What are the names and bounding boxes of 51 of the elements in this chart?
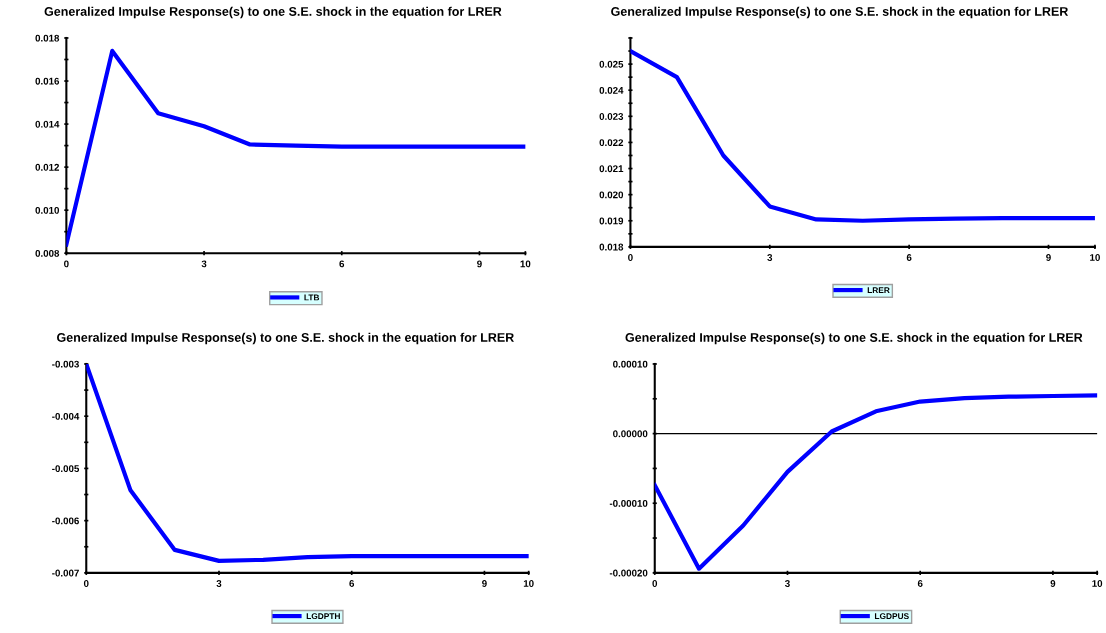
x-tick-label: 10 [1092,580,1103,587]
x-tick-label: 6 [906,254,912,261]
y-tick-label: -0.005 [52,465,80,473]
x-tick-label: 9 [1046,254,1051,261]
x-tick-label: 6 [917,580,923,587]
y-tick-label: 0.018 [35,34,60,42]
x-tick-label: 0 [83,580,89,587]
y-tick-label: 0.00000 [613,430,648,438]
chart-title: Generalized Impulse Response(s) to one S.E. shock in the equation for LRER [625,332,1083,345]
y-tick-label: 0.014 [35,120,60,128]
y-tick-label: -0.007 [52,569,79,577]
legend-label: LRER [867,287,890,293]
y-tick-label: -0.003 [52,360,79,368]
chart-title: Generalized Impulse Response(s) to one S.E. shock in the equation for LRER [44,6,502,19]
x-tick-label: 9 [1050,580,1056,587]
y-tick-label: 0.00010 [613,360,648,368]
x-tick-label: 10 [523,580,534,587]
x-tick-label: 0 [628,254,633,261]
y-tick-label: 0.022 [599,139,624,147]
x-tick-label: 10 [1090,254,1100,261]
y-tick-label: 0.020 [599,191,624,199]
y-tick-label: 0.019 [599,217,624,225]
x-tick-label: 3 [216,580,222,587]
x-tick-label: 0 [64,260,69,268]
x-tick-label: 6 [339,260,345,268]
x-tick-label: 10 [520,260,531,268]
x-tick-label: 6 [349,580,355,587]
x-tick-label: 0 [652,580,658,587]
y-tick-label: -0.006 [52,517,79,525]
legend-label: LGDPTH [306,613,340,620]
x-tick-label: 9 [477,260,482,268]
y-tick-label: 0.021 [599,165,624,173]
x-tick-label: 3 [767,254,773,261]
chart-title: Generalized Impulse Response(s) to one S.E. shock in the equation for LRER [611,6,1069,19]
legend-label: LTB [304,294,320,301]
y-tick-label: 0.023 [599,113,624,120]
y-tick-label: -0.00010 [609,499,648,507]
x-tick-label: 9 [482,580,487,587]
y-tick-label: 0.012 [35,163,60,171]
legend-label: LGDPUS [874,613,909,620]
y-tick-label: 0.016 [35,77,60,85]
y-tick-label: 0.008 [35,249,60,257]
y-tick-label: 0.018 [599,243,624,251]
y-tick-label: 0.010 [35,206,60,214]
chart-title: Generalized Impulse Response(s) to one S.E. shock in the equation for LRER [57,332,514,345]
x-tick-label: 3 [201,260,207,268]
y-tick-label: 0.024 [599,86,624,94]
y-tick-label: 0.025 [599,60,624,68]
y-tick-label: -0.004 [52,412,80,420]
x-tick-label: 3 [784,580,790,587]
y-tick-label: -0.00020 [609,569,648,577]
